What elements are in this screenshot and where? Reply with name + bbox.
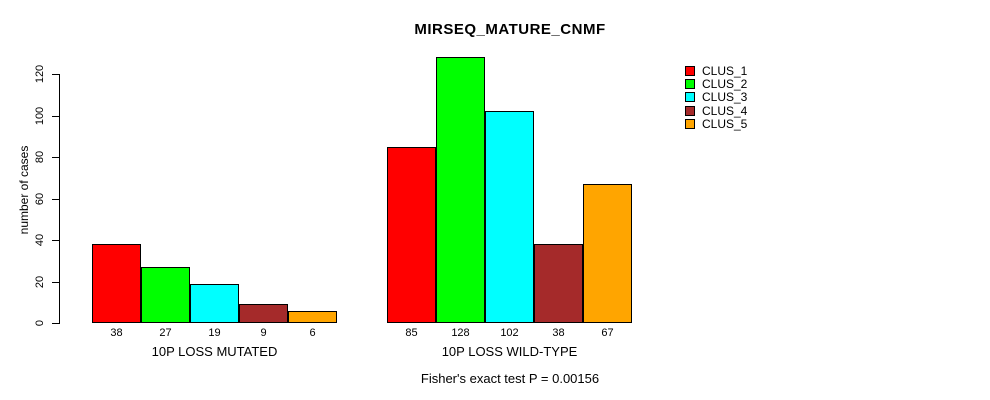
y-axis-tick xyxy=(52,198,60,200)
y-axis-label: number of cases xyxy=(17,145,31,235)
group-label-mutated: 10P LOSS MUTATED xyxy=(151,344,278,359)
bar-clus-2-group1 xyxy=(141,266,190,323)
legend-item-label: CLUS_3 xyxy=(702,90,748,105)
bar-value-label: 128 xyxy=(451,327,470,339)
y-axis-tick-label: 20 xyxy=(34,275,46,288)
legend-color-swatch xyxy=(685,92,695,103)
y-axis-tick-label: 40 xyxy=(34,233,46,247)
y-axis-tick-label: 0 xyxy=(34,319,46,327)
y-axis-tick xyxy=(52,281,60,283)
legend-item: CLUS_3 xyxy=(685,91,747,103)
bar-value-label: 6 xyxy=(309,327,316,339)
y-axis-tick-label: 120 xyxy=(34,64,46,84)
legend-color-swatch xyxy=(685,65,695,76)
legend-item: CLUS_2 xyxy=(685,78,747,90)
bar-clus-5-group2 xyxy=(583,183,632,323)
bar-clus-3-group2 xyxy=(485,111,534,323)
legend-item: CLUS_4 xyxy=(685,105,747,117)
legend-item-label: CLUS_1 xyxy=(702,63,748,78)
legend-item: CLUS_1 xyxy=(685,65,747,77)
y-axis-tick xyxy=(52,157,60,158)
y-axis-tick xyxy=(52,74,60,75)
bar-value-label: 27 xyxy=(159,327,172,339)
bar-value-label: 9 xyxy=(260,327,267,339)
bar-value-label: 102 xyxy=(500,327,519,339)
stat-annotation: Fisher's exact test P = 0.00156 xyxy=(420,371,600,386)
bar-value-label: 38 xyxy=(552,327,565,339)
y-axis-tick xyxy=(52,240,60,241)
legend-item: CLUS_5 xyxy=(685,118,747,130)
bar-clus-4-group1 xyxy=(239,304,288,323)
bar-clus-3-group1 xyxy=(190,283,239,323)
legend-color-swatch xyxy=(685,78,695,89)
legend-color-swatch xyxy=(685,105,695,116)
group-label-wild-type: 10P LOSS WILD-TYPE xyxy=(441,344,578,359)
bar-clus-1-group1 xyxy=(92,244,141,323)
bar-value-label: 85 xyxy=(405,327,418,339)
bar-clus-4-group2 xyxy=(534,244,583,323)
y-axis-tick-label: 60 xyxy=(34,192,46,205)
bar-value-label: 19 xyxy=(208,327,221,339)
legend-item-label: CLUS_5 xyxy=(702,117,748,132)
y-axis-tick-label: 100 xyxy=(34,106,46,125)
bar-value-label: 67 xyxy=(601,327,614,339)
legend-item-label: CLUS_4 xyxy=(702,103,748,118)
chart-title: MIRSEQ_MATURE_CNMF xyxy=(414,21,606,38)
legend-color-swatch xyxy=(685,119,695,130)
y-axis-tick xyxy=(52,115,60,117)
y-axis-tick-label: 80 xyxy=(34,150,46,164)
bar-clus-1-group2 xyxy=(387,146,436,323)
bar-value-label: 38 xyxy=(110,327,123,339)
legend-item-label: CLUS_2 xyxy=(702,76,748,91)
bar-clus-2-group2 xyxy=(436,57,485,323)
bar-clus-5-group1 xyxy=(288,310,337,323)
y-axis-tick xyxy=(52,323,60,324)
